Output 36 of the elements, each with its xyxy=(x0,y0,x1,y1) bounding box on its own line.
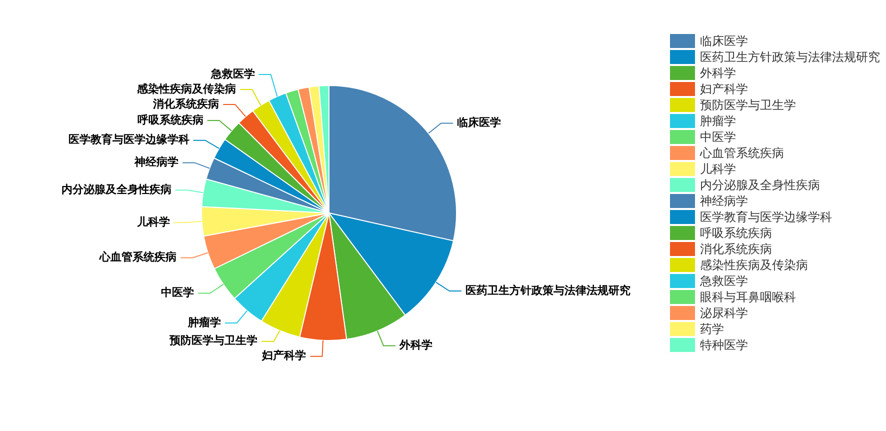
legend-label: 呼吸系统疾病 xyxy=(700,224,772,242)
slice-label: 消化系统疾病 xyxy=(152,97,220,110)
legend-label: 神经病学 xyxy=(700,192,748,210)
slice-label: 感染性疾病及传染病 xyxy=(136,82,236,96)
legend-label: 药学 xyxy=(700,320,724,338)
legend-label: 中医学 xyxy=(700,128,736,146)
legend-label: 消化系统疾病 xyxy=(700,240,772,258)
slice-label: 内分泌腺及全身性疾病 xyxy=(61,182,172,196)
slice-label: 心血管系统疾病 xyxy=(98,250,177,264)
legend-label: 外科学 xyxy=(700,64,736,82)
legend-label: 临床医学 xyxy=(700,32,748,50)
slice-label: 妇产科学 xyxy=(261,349,306,362)
legend-label: 医学教育与医学边缘学科 xyxy=(700,208,832,226)
legend-label: 预防医学与卫生学 xyxy=(700,96,796,114)
legend-label: 感染性疾病及传染病 xyxy=(700,256,808,274)
legend-label: 急救医学 xyxy=(700,272,748,290)
legend-label: 医药卫生方针政策与法律法规研究 xyxy=(700,48,880,66)
slice-label: 神经病学 xyxy=(134,156,179,169)
legend-label: 特种医学 xyxy=(700,336,748,354)
slice-label: 肿瘤学 xyxy=(186,316,221,329)
slice-label: 医学教育与医学边缘学科 xyxy=(68,133,190,146)
legend-label: 儿科学 xyxy=(700,160,736,178)
slice-label: 医药卫生方针政策与法律法规研究 xyxy=(465,284,630,297)
slice-label: 儿科学 xyxy=(136,215,170,228)
slice-label: 呼吸系统疾病 xyxy=(137,113,204,126)
legend-label: 眼科与耳鼻咽喉科 xyxy=(700,288,796,306)
legend-label: 内分泌腺及全身性疾病 xyxy=(700,176,820,194)
slice-label: 临床医学 xyxy=(456,116,501,130)
legend-label: 心血管系统疾病 xyxy=(700,144,784,162)
slice-label: 外科学 xyxy=(398,338,432,352)
slice-label: 预防医学与卫生学 xyxy=(168,334,258,348)
legend-label: 妇产科学 xyxy=(700,80,748,98)
legend-label: 泌尿科学 xyxy=(700,304,748,322)
slice-label: 中医学 xyxy=(161,286,194,300)
legend-label: 肿瘤学 xyxy=(700,112,736,130)
slice-label: 急救医学 xyxy=(210,67,255,80)
